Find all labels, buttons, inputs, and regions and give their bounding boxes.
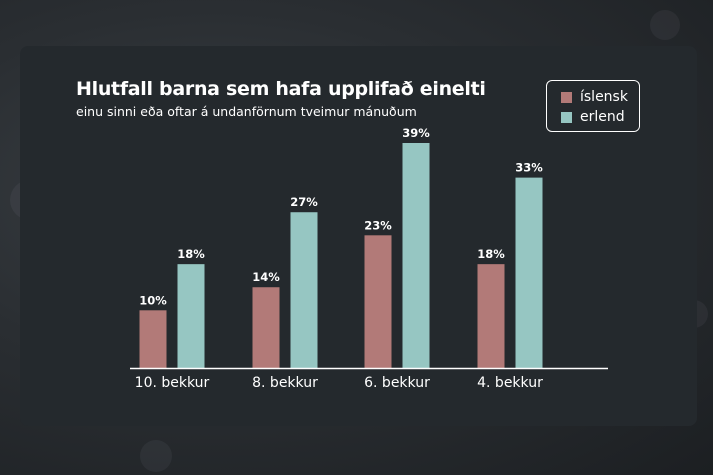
- x-tick-label: 10. bekkur: [135, 375, 210, 391]
- bar-erlend-1: [177, 264, 205, 368]
- x-tick-label: 4. bekkur: [477, 375, 543, 391]
- bar-islensk-2: [252, 287, 280, 368]
- data-label-erlend-3: 39%: [402, 126, 430, 140]
- bar-erlend-2: [290, 212, 318, 368]
- legend-swatch-erlend: [561, 111, 572, 123]
- chart-panel: [20, 46, 697, 426]
- legend-item-islensk: íslensk: [561, 89, 628, 105]
- x-tick-label: 6. bekkur: [364, 375, 430, 391]
- legend-label-islensk: íslensk: [580, 89, 628, 105]
- chart-title: Hlutfall barna sem hafa upplifað einelti: [76, 78, 486, 100]
- data-label-islensk-4: 18%: [477, 247, 505, 261]
- bar-islensk-3: [364, 235, 392, 368]
- data-label-erlend-2: 27%: [290, 195, 318, 209]
- legend-swatch-islensk: [561, 91, 572, 103]
- x-tick-label: 8. bekkur: [252, 375, 318, 391]
- chart-legend: íslensk erlend: [546, 80, 640, 132]
- legend-item-erlend: erlend: [561, 109, 625, 125]
- chart-subtitle: einu sinni eða oftar á undanförnum tveim…: [76, 104, 417, 119]
- data-label-erlend-1: 18%: [177, 247, 205, 261]
- data-label-islensk-3: 23%: [364, 218, 392, 232]
- data-label-erlend-4: 33%: [515, 161, 543, 175]
- bar-erlend-4: [515, 177, 543, 368]
- bar-islensk-1: [139, 310, 167, 368]
- bokeh-dot: [650, 10, 680, 40]
- legend-label-erlend: erlend: [580, 109, 625, 125]
- bokeh-dot: [140, 440, 172, 472]
- bar-erlend-3: [402, 143, 430, 368]
- data-label-islensk-1: 10%: [139, 293, 167, 307]
- bar-islensk-4: [477, 264, 505, 368]
- data-label-islensk-2: 14%: [252, 270, 280, 284]
